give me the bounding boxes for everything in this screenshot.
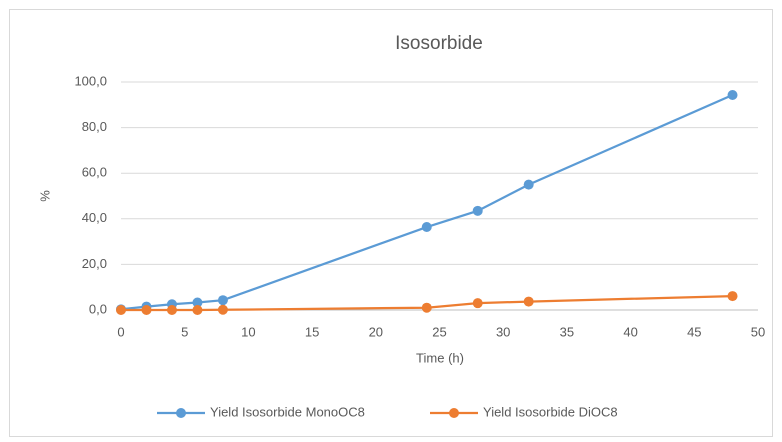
chart-border (9, 9, 773, 437)
data-point (421, 302, 432, 313)
data-point (523, 179, 534, 190)
y-tick-label: 20,0 (82, 256, 107, 271)
chart-title: Isosorbide (395, 33, 483, 54)
y-tick-label: 0,0 (89, 301, 107, 316)
x-tick-label: 35 (560, 324, 574, 339)
data-point (141, 305, 152, 315)
data-point (217, 295, 228, 306)
y-tick-label: 60,0 (82, 165, 107, 180)
legend-label: Yield Isosorbide DiOC8 (483, 404, 618, 419)
data-point (421, 222, 432, 233)
x-tick-label: 50 (751, 324, 765, 339)
x-tick-label: 15 (305, 324, 319, 339)
y-tick-label: 40,0 (82, 210, 107, 225)
legend-marker (449, 408, 459, 418)
y-tick-label: 100,0 (74, 73, 107, 88)
y-tick-label: 80,0 (82, 119, 107, 134)
x-tick-label: 5 (181, 324, 188, 339)
x-axis-label: Time (h) (416, 350, 464, 365)
x-tick-label: 20 (369, 324, 383, 339)
legend-marker (176, 408, 186, 418)
legend-label: Yield Isosorbide MonoOC8 (210, 404, 365, 419)
x-tick-label: 45 (687, 324, 701, 339)
data-point (472, 205, 483, 216)
data-point (727, 89, 738, 100)
data-point (166, 305, 177, 315)
data-point (192, 297, 203, 308)
x-tick-label: 30 (496, 324, 510, 339)
data-point (192, 305, 203, 315)
x-tick-label: 10 (241, 324, 255, 339)
x-tick-label: 40 (623, 324, 637, 339)
y-axis-label: % (37, 190, 52, 202)
x-tick-label: 25 (432, 324, 446, 339)
data-point (217, 304, 228, 315)
data-point (116, 305, 126, 315)
data-point (472, 298, 483, 309)
data-point (523, 296, 534, 307)
data-point (727, 291, 738, 302)
x-tick-label: 0 (117, 324, 124, 339)
